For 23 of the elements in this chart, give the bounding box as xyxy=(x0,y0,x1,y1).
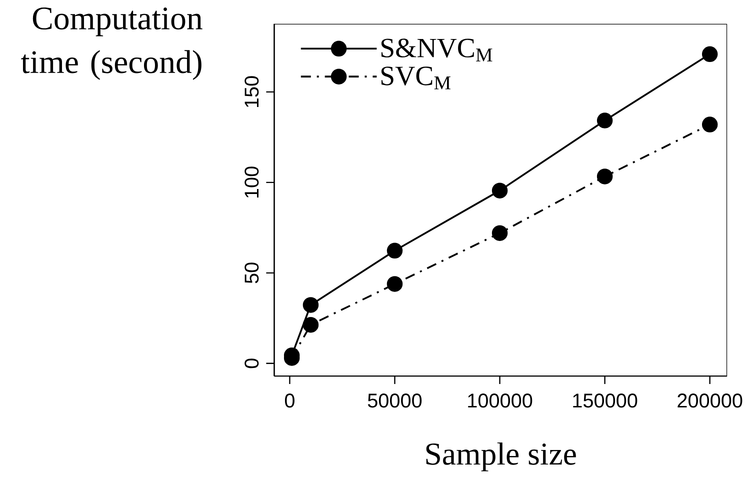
point xyxy=(702,116,718,133)
y-tick-label: 0 xyxy=(244,358,259,368)
x-tick-label: 50000 xyxy=(368,394,422,408)
y-tick-label: 150 xyxy=(244,76,259,108)
point xyxy=(302,317,319,333)
x-tick-label: 100000 xyxy=(468,394,532,408)
y-tick-label: 100 xyxy=(244,166,259,198)
point xyxy=(492,225,508,242)
point xyxy=(302,297,319,313)
y-tick-label: 50 xyxy=(244,262,259,284)
point xyxy=(386,276,403,292)
legend-label: S&NVC$_{M}$ xyxy=(381,38,492,62)
legend-label: SVC$_{M}$ xyxy=(381,66,450,90)
x-axis-title: Sample size xyxy=(426,442,576,472)
point xyxy=(596,112,613,129)
point xyxy=(702,46,718,62)
point xyxy=(596,168,613,184)
y-axis-title: Computation time (second) xyxy=(21,8,202,80)
x-tick-label: 200000 xyxy=(678,394,742,408)
x-tick-label: 0 xyxy=(284,394,294,408)
x-tick-label: 150000 xyxy=(573,394,638,408)
point xyxy=(492,182,508,199)
point xyxy=(386,242,403,259)
